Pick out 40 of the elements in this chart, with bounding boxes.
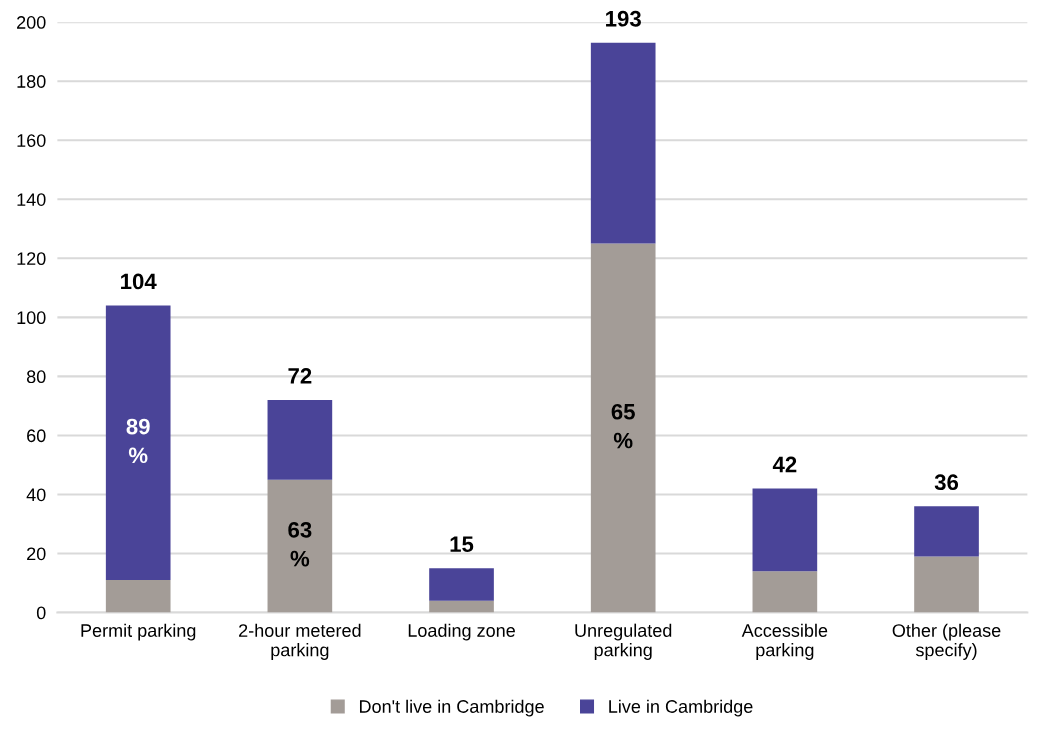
bar — [105, 305, 171, 581]
annotation: 65 % — [611, 403, 635, 449]
annotation: 89 % — [126, 418, 150, 464]
bar — [752, 571, 818, 613]
bar — [429, 568, 494, 601]
annotation: 63 % — [288, 521, 312, 567]
x-tick-label: Loading zone — [408, 623, 515, 641]
bar — [590, 42, 656, 244]
legend-label: Don't live in Cambridge — [359, 699, 544, 717]
total-label: 36 — [934, 474, 959, 491]
y-tick-label: 140 — [17, 193, 46, 206]
y-tick-label: 120 — [17, 252, 46, 266]
total-label: 72 — [288, 368, 312, 384]
total-label: 42 — [772, 456, 797, 473]
bar — [429, 600, 494, 613]
bar — [914, 506, 979, 557]
bar — [914, 556, 979, 613]
x-tick-label: Accessible parking — [741, 623, 828, 660]
total-label: 193 — [606, 10, 641, 27]
y-tick-label: 0 — [36, 606, 46, 620]
y-tick-label: 80 — [26, 370, 46, 384]
y-tick-label: 60 — [27, 429, 46, 443]
x-tick-label: Permit parking — [81, 623, 196, 641]
y-tick-label: 20 — [27, 547, 46, 561]
bar — [105, 580, 171, 613]
legend-label: Live in Cambridge — [609, 699, 753, 717]
y-tick-label: 160 — [17, 134, 46, 147]
bar — [267, 400, 333, 480]
y-tick-label: 40 — [26, 488, 46, 502]
y-tick-label: 200 — [17, 16, 46, 29]
x-tick-label: Unregulated parking — [575, 623, 672, 660]
y-tick-label: 180 — [17, 75, 46, 88]
y-tick-label: 100 — [17, 311, 46, 325]
bar — [590, 243, 656, 613]
total-label: 104 — [121, 273, 157, 290]
x-tick-label: Other (please specify) — [892, 623, 1001, 660]
total-label: 15 — [450, 536, 474, 553]
x-tick-label: 2-hour metered parking — [239, 623, 361, 660]
bar — [267, 479, 333, 613]
bar — [752, 488, 818, 572]
